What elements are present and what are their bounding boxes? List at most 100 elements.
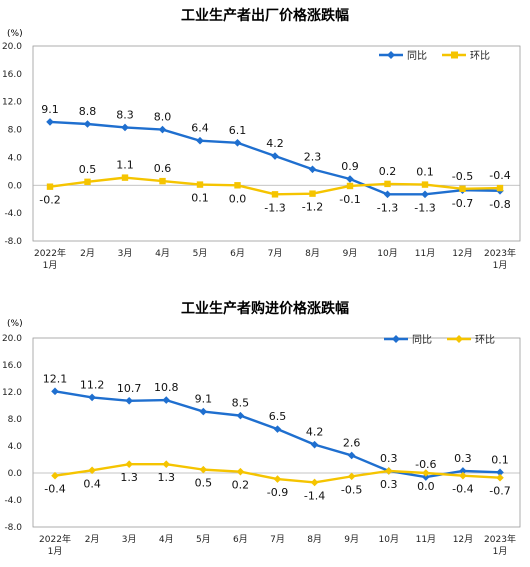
data-label: 11.2 <box>80 378 105 391</box>
x-tick-label: 2023年 <box>484 247 516 259</box>
data-point <box>459 186 465 192</box>
data-label: 9.1 <box>195 393 213 406</box>
x-tick-label: 12月 <box>452 248 472 259</box>
data-label: -0.4 <box>489 169 510 182</box>
x-tick-label: 1月 <box>493 546 508 557</box>
data-point <box>497 185 503 191</box>
data-point <box>271 152 279 160</box>
data-point <box>84 179 90 185</box>
data-label: -0.7 <box>489 485 510 498</box>
data-label: -1.2 <box>302 201 323 214</box>
y-tick-label: -8.0 <box>4 523 22 533</box>
x-tick-label: 6月 <box>233 534 248 545</box>
x-tick-label: 6月 <box>230 248 245 259</box>
data-point <box>496 474 504 482</box>
chart-title: 工业生产者出厂价格涨跌幅 <box>181 7 349 24</box>
data-label: -0.5 <box>341 483 362 496</box>
data-label: 0.3 <box>380 452 398 465</box>
data-point <box>272 191 278 197</box>
data-point <box>46 118 54 126</box>
data-point <box>200 408 208 416</box>
data-label: 8.8 <box>79 105 97 118</box>
data-label: -0.6 <box>415 458 436 471</box>
data-label: 0.2 <box>232 479 250 492</box>
x-tick-label: 2022年 <box>39 533 71 545</box>
data-label: 6.5 <box>269 410 287 423</box>
data-point <box>159 126 167 134</box>
data-label: -0.1 <box>339 193 360 206</box>
data-point <box>348 473 356 481</box>
data-point <box>237 412 245 420</box>
data-point <box>125 397 133 405</box>
chart-output-price: 工业生产者出厂价格涨跌幅 (%) -8.0 -4.0 0.0 4.0 8.0 12.0 16.0… <box>2 7 520 271</box>
data-label: 1.3 <box>158 471 176 484</box>
y-tick-label: 8.0 <box>8 415 23 425</box>
data-label: 4.2 <box>266 137 284 150</box>
x-tick-label: 12月 <box>453 534 473 545</box>
data-label: 0.2 <box>379 165 397 178</box>
legend-marker <box>451 52 458 59</box>
data-label: 10.8 <box>154 381 179 394</box>
y-tick-label: 16.0 <box>2 70 22 80</box>
x-tick-label: 10月 <box>377 248 397 259</box>
x-tick-label: 1月 <box>43 260 58 271</box>
data-point <box>196 137 204 145</box>
data-label: 2.6 <box>343 436 361 449</box>
data-point <box>47 183 53 189</box>
x-tick-label: 3月 <box>122 534 137 545</box>
x-tick-label: 8月 <box>305 248 320 259</box>
x-tick-label: 9月 <box>344 534 359 545</box>
data-label: 0.0 <box>229 192 247 205</box>
data-label: 4.2 <box>306 426 324 439</box>
x-tick-label: 5月 <box>193 248 208 259</box>
y-tick-label: 0.0 <box>8 181 23 191</box>
data-point <box>84 120 92 128</box>
data-label: -1.3 <box>264 201 285 214</box>
legend-label: 环比 <box>475 334 495 346</box>
data-point <box>311 441 319 449</box>
x-tick-label: 2月 <box>80 248 95 259</box>
x-tick-label: 10月 <box>379 534 399 545</box>
legend-label: 同比 <box>407 50 427 62</box>
x-tick-label: 3月 <box>118 248 133 259</box>
y-tick-label: -4.0 <box>4 209 22 219</box>
data-point <box>347 183 353 189</box>
data-point <box>237 468 245 476</box>
data-point <box>384 191 392 199</box>
x-tick-label: 1月 <box>48 546 63 557</box>
data-label: -0.8 <box>489 198 510 211</box>
legend-marker <box>387 51 395 59</box>
data-point <box>88 394 96 402</box>
data-label: -0.9 <box>267 486 288 499</box>
data-point <box>200 466 208 474</box>
data-point <box>309 190 315 196</box>
x-tick-label: 4月 <box>155 248 170 259</box>
data-label: -1.4 <box>304 489 325 502</box>
y-unit-label: (%) <box>7 29 23 39</box>
y-tick-label: 4.0 <box>8 153 23 163</box>
data-label: -1.3 <box>377 201 398 214</box>
data-point <box>311 479 319 487</box>
data-label: 0.3 <box>454 452 472 465</box>
data-point <box>51 388 59 396</box>
data-label: 10.7 <box>117 382 142 395</box>
data-label: 0.0 <box>417 480 435 493</box>
data-label: 1.3 <box>120 471 138 484</box>
data-label: -0.5 <box>452 170 473 183</box>
y-tick-label: -8.0 <box>4 237 22 247</box>
data-label: -0.4 <box>44 483 65 496</box>
data-point <box>274 425 282 433</box>
y-tick-label: 20.0 <box>2 42 22 52</box>
data-label: 9.1 <box>41 103 59 116</box>
x-tick-label: 2022年 <box>34 247 66 259</box>
legend-label: 同比 <box>412 334 432 346</box>
y-tick-label: -4.0 <box>4 496 22 506</box>
data-point <box>274 475 282 483</box>
data-label: 0.9 <box>341 160 359 173</box>
data-label: 0.1 <box>491 453 509 466</box>
data-label: -0.2 <box>39 194 60 207</box>
data-point <box>234 182 240 188</box>
data-label: 1.1 <box>116 159 134 172</box>
x-tick-label: 8月 <box>307 534 322 545</box>
